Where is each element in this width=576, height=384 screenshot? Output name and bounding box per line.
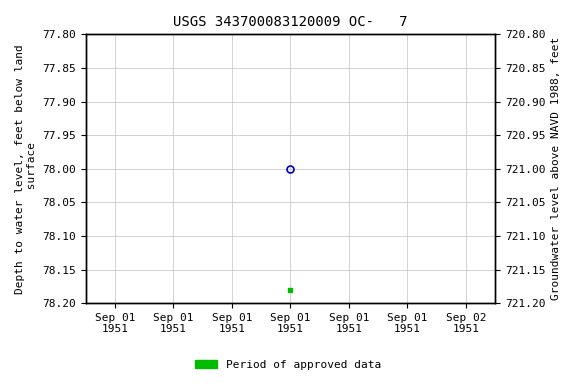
Legend: Period of approved data: Period of approved data [191, 356, 385, 375]
Title: USGS 343700083120009 OC-   7: USGS 343700083120009 OC- 7 [173, 15, 408, 29]
Y-axis label: Groundwater level above NAVD 1988, feet: Groundwater level above NAVD 1988, feet [551, 37, 561, 300]
Y-axis label: Depth to water level, feet below land
 surface: Depth to water level, feet below land su… [15, 44, 37, 294]
